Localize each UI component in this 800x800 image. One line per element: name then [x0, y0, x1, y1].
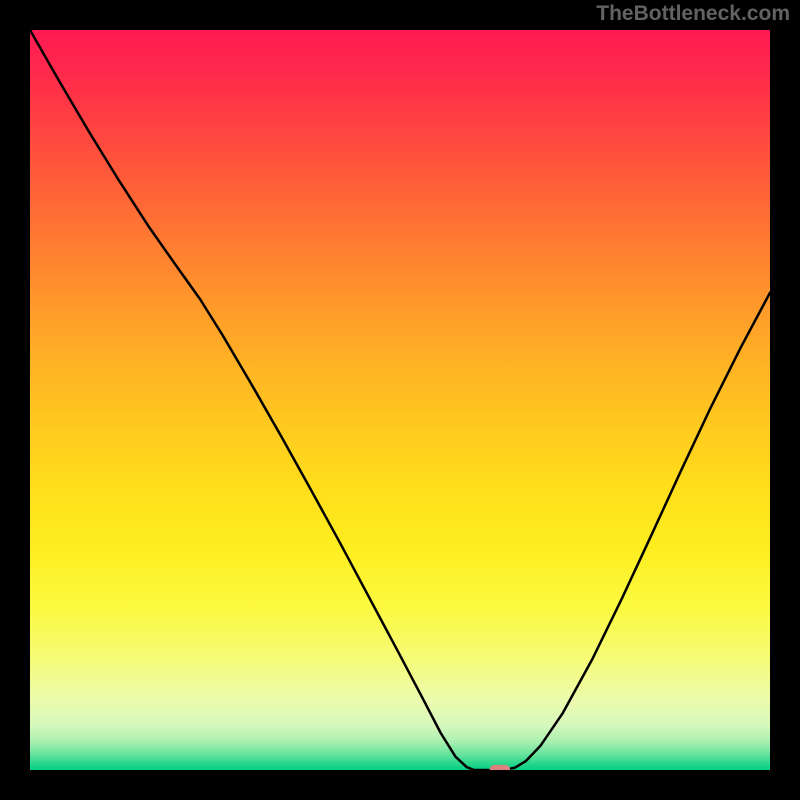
- plot-svg: [30, 30, 770, 770]
- watermark-text: TheBottleneck.com: [596, 2, 790, 26]
- chart-frame: TheBottleneck.com: [0, 0, 800, 800]
- optimum-marker: [490, 765, 511, 770]
- plot-area: [30, 30, 770, 770]
- gradient-background: [30, 30, 770, 770]
